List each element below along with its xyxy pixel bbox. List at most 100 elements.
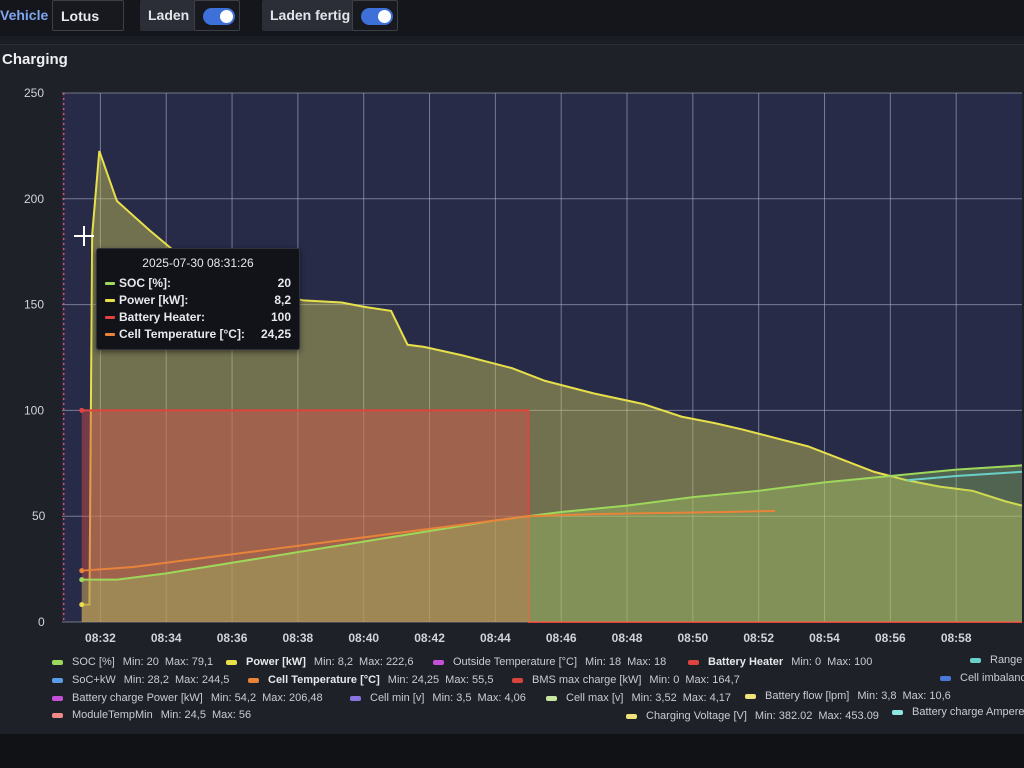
legend-max: Max: 453.09: [818, 710, 879, 722]
tooltip-swatch: [105, 333, 115, 336]
legend-min: Min: 3,52: [631, 692, 677, 704]
chart-legend: SOC [%] Min: 20 Max: 79,1 Power [kW] Min: 8…: [0, 652, 1024, 728]
legend-name: ModuleTempMin: [72, 709, 153, 721]
x-tick-label: 08:38: [283, 631, 314, 645]
toggle-knob: [220, 10, 233, 23]
tooltip-row: Battery Heater: 100: [105, 310, 291, 326]
legend-item-battery-charge-power[interactable]: Battery charge Power [kW] Min: 54,2 Max: 2…: [52, 692, 329, 704]
legend-name: Outside Temperature [°C]: [453, 656, 578, 668]
vehicle-select[interactable]: Lotus ⌄: [52, 0, 124, 55]
x-tick-label: 08:36: [217, 631, 248, 645]
x-tick-label: 08:58: [941, 631, 972, 645]
y-tick-label: 250: [24, 86, 44, 100]
x-tick-label: 08:56: [875, 631, 906, 645]
legend-swatch: [626, 713, 637, 719]
legend-min: Min: 28,2: [123, 674, 169, 686]
legend-item-charging-voltage[interactable]: Charging Voltage [V] Min: 382.02 Max: 453.…: [626, 710, 885, 722]
legend-item-range[interactable]: Range: [970, 654, 1024, 666]
y-tick-label: 150: [24, 298, 44, 312]
legend-min: Min: 0: [649, 674, 680, 686]
legend-max: Max: 100: [827, 656, 873, 668]
laden-fertig-toggle-wrapper: [352, 0, 398, 31]
x-tick-label: 08:50: [678, 631, 709, 645]
x-tick-label: 08:40: [348, 631, 379, 645]
legend-max: Max: 10,6: [902, 690, 951, 702]
legend-item-battery-heater[interactable]: Battery Heater Min: 0 Max: 100: [688, 656, 878, 668]
laden-toggle-wrapper: [194, 0, 240, 31]
legend-max: Max: 79,1: [164, 656, 214, 668]
legend-item-cell-imbalance[interactable]: Cell imbalance: [940, 672, 1024, 684]
laden-toggle[interactable]: [203, 8, 235, 25]
legend-swatch: [512, 677, 523, 683]
legend-item-module-temp-min[interactable]: ModuleTempMin Min: 24,5 Max: 56: [52, 709, 257, 721]
legend-name: Battery charge Ampere: [912, 706, 1024, 718]
legend-item-power[interactable]: Power [kW] Min: 8,2 Max: 222,6: [226, 656, 419, 668]
tooltip-row-label: SOC [%]:: [119, 276, 171, 290]
tooltip-swatch: [105, 299, 115, 302]
legend-min: Min: 24,25: [387, 674, 440, 686]
toggle-knob: [378, 10, 391, 23]
series-area-battery-heater: [81, 410, 1022, 622]
x-tick-label: 08:32: [85, 631, 116, 645]
legend-name: Battery flow [lpm]: [765, 690, 850, 702]
legend-min: Min: 382.02: [754, 710, 813, 722]
tooltip-row: Cell Temperature [°C]: 24,25: [105, 327, 291, 343]
tooltip-row-label: Battery Heater:: [119, 310, 206, 324]
x-tick-label: 08:34: [151, 631, 182, 645]
series-line-cell-temperature-c: [81, 509, 776, 572]
legend-swatch: [688, 659, 699, 665]
series-area-soc: [81, 465, 1022, 622]
tooltip-row: Power [kW]: 8,2: [105, 293, 291, 309]
legend-name: SOC [%]: [72, 656, 115, 668]
legend-name: Power [kW]: [246, 656, 306, 668]
legend-name: Cell Temperature [°C]: [268, 674, 380, 686]
legend-swatch: [970, 657, 981, 663]
legend-item-battery-charge-ampere[interactable]: Battery charge Ampere: [892, 706, 1024, 718]
legend-name: Cell min [v]: [370, 692, 425, 704]
plot-area: [62, 93, 1022, 622]
legend-item-cell-max[interactable]: Cell max [v] Min: 3,52 Max: 4,17: [546, 692, 737, 704]
x-tick-label: 08:52: [743, 631, 774, 645]
legend-name: Charging Voltage [V]: [646, 710, 747, 722]
charging-chart[interactable]: 0 50 100 150 200 250 08:32 08:34 08:36 08:38 08:40…: [0, 0, 1024, 660]
legend-min: Min: 20: [122, 656, 159, 668]
legend-item-soc[interactable]: SOC [%] Min: 20 Max: 79,1: [52, 656, 219, 668]
panel-title: Charging: [2, 51, 68, 68]
legend-max: Max: 206,48: [262, 692, 323, 704]
vehicle-select-value: Lotus: [61, 8, 100, 24]
legend-max: Max: 244,5: [174, 674, 230, 686]
legend-name: Battery charge Power [kW]: [72, 692, 203, 704]
top-toolbar: Vehicle Lotus ⌄ Laden Laden fertig: [0, 0, 1024, 55]
laden-fertig-toggle[interactable]: [361, 8, 393, 25]
crosshair-icon: [74, 226, 94, 246]
hover-point: [79, 602, 85, 608]
legend-item-battery-flow[interactable]: Battery flow [lpm] Min: 3,8 Max: 10,6: [745, 690, 957, 702]
tooltip-time: 2025-07-30 08:31:26: [142, 256, 254, 270]
tooltip-swatch: [105, 316, 115, 319]
legend-swatch: [52, 677, 63, 683]
tooltip-row-value: 100: [270, 310, 291, 324]
legend-item-soc-kw[interactable]: SoC+kW Min: 28,2 Max: 244,5: [52, 674, 235, 686]
legend-name: Cell max [v]: [566, 692, 624, 704]
legend-item-cell-min[interactable]: Cell min [v] Min: 3,5 Max: 4,06: [350, 692, 532, 704]
legend-min: Min: 8,2: [313, 656, 354, 668]
legend-item-outside-temperature[interactable]: Outside Temperature [°C] Min: 18 Max: 18: [433, 656, 672, 668]
y-tick-label: 200: [24, 192, 44, 206]
x-tick-label: 08:46: [546, 631, 577, 645]
tooltip-row-value: 20: [277, 276, 291, 290]
tooltip-swatch: [105, 282, 115, 285]
x-tick-label: 08:54: [809, 631, 840, 645]
legend-max: Max: 56: [211, 709, 252, 721]
legend-item-bms-max-charge[interactable]: BMS max charge [kW] Min: 0 Max: 164,7: [512, 674, 746, 686]
x-tick-label: 08:42: [414, 631, 445, 645]
laden-fertig-label: Laden fertig: [262, 0, 359, 31]
tooltip-row-label: Power [kW]:: [119, 293, 189, 307]
legend-swatch: [546, 695, 557, 701]
laden-label: Laden: [140, 0, 198, 31]
y-tick-label: 100: [24, 403, 44, 417]
legend-min: Min: 3,5: [432, 692, 472, 704]
legend-min: Min: 54,2: [210, 692, 257, 704]
legend-item-cell-temperature[interactable]: Cell Temperature [°C] Min: 24,25 Max: 55,5: [248, 674, 499, 686]
series-line-power-kw: [81, 150, 1023, 606]
y-tick-label: 50: [32, 509, 46, 523]
